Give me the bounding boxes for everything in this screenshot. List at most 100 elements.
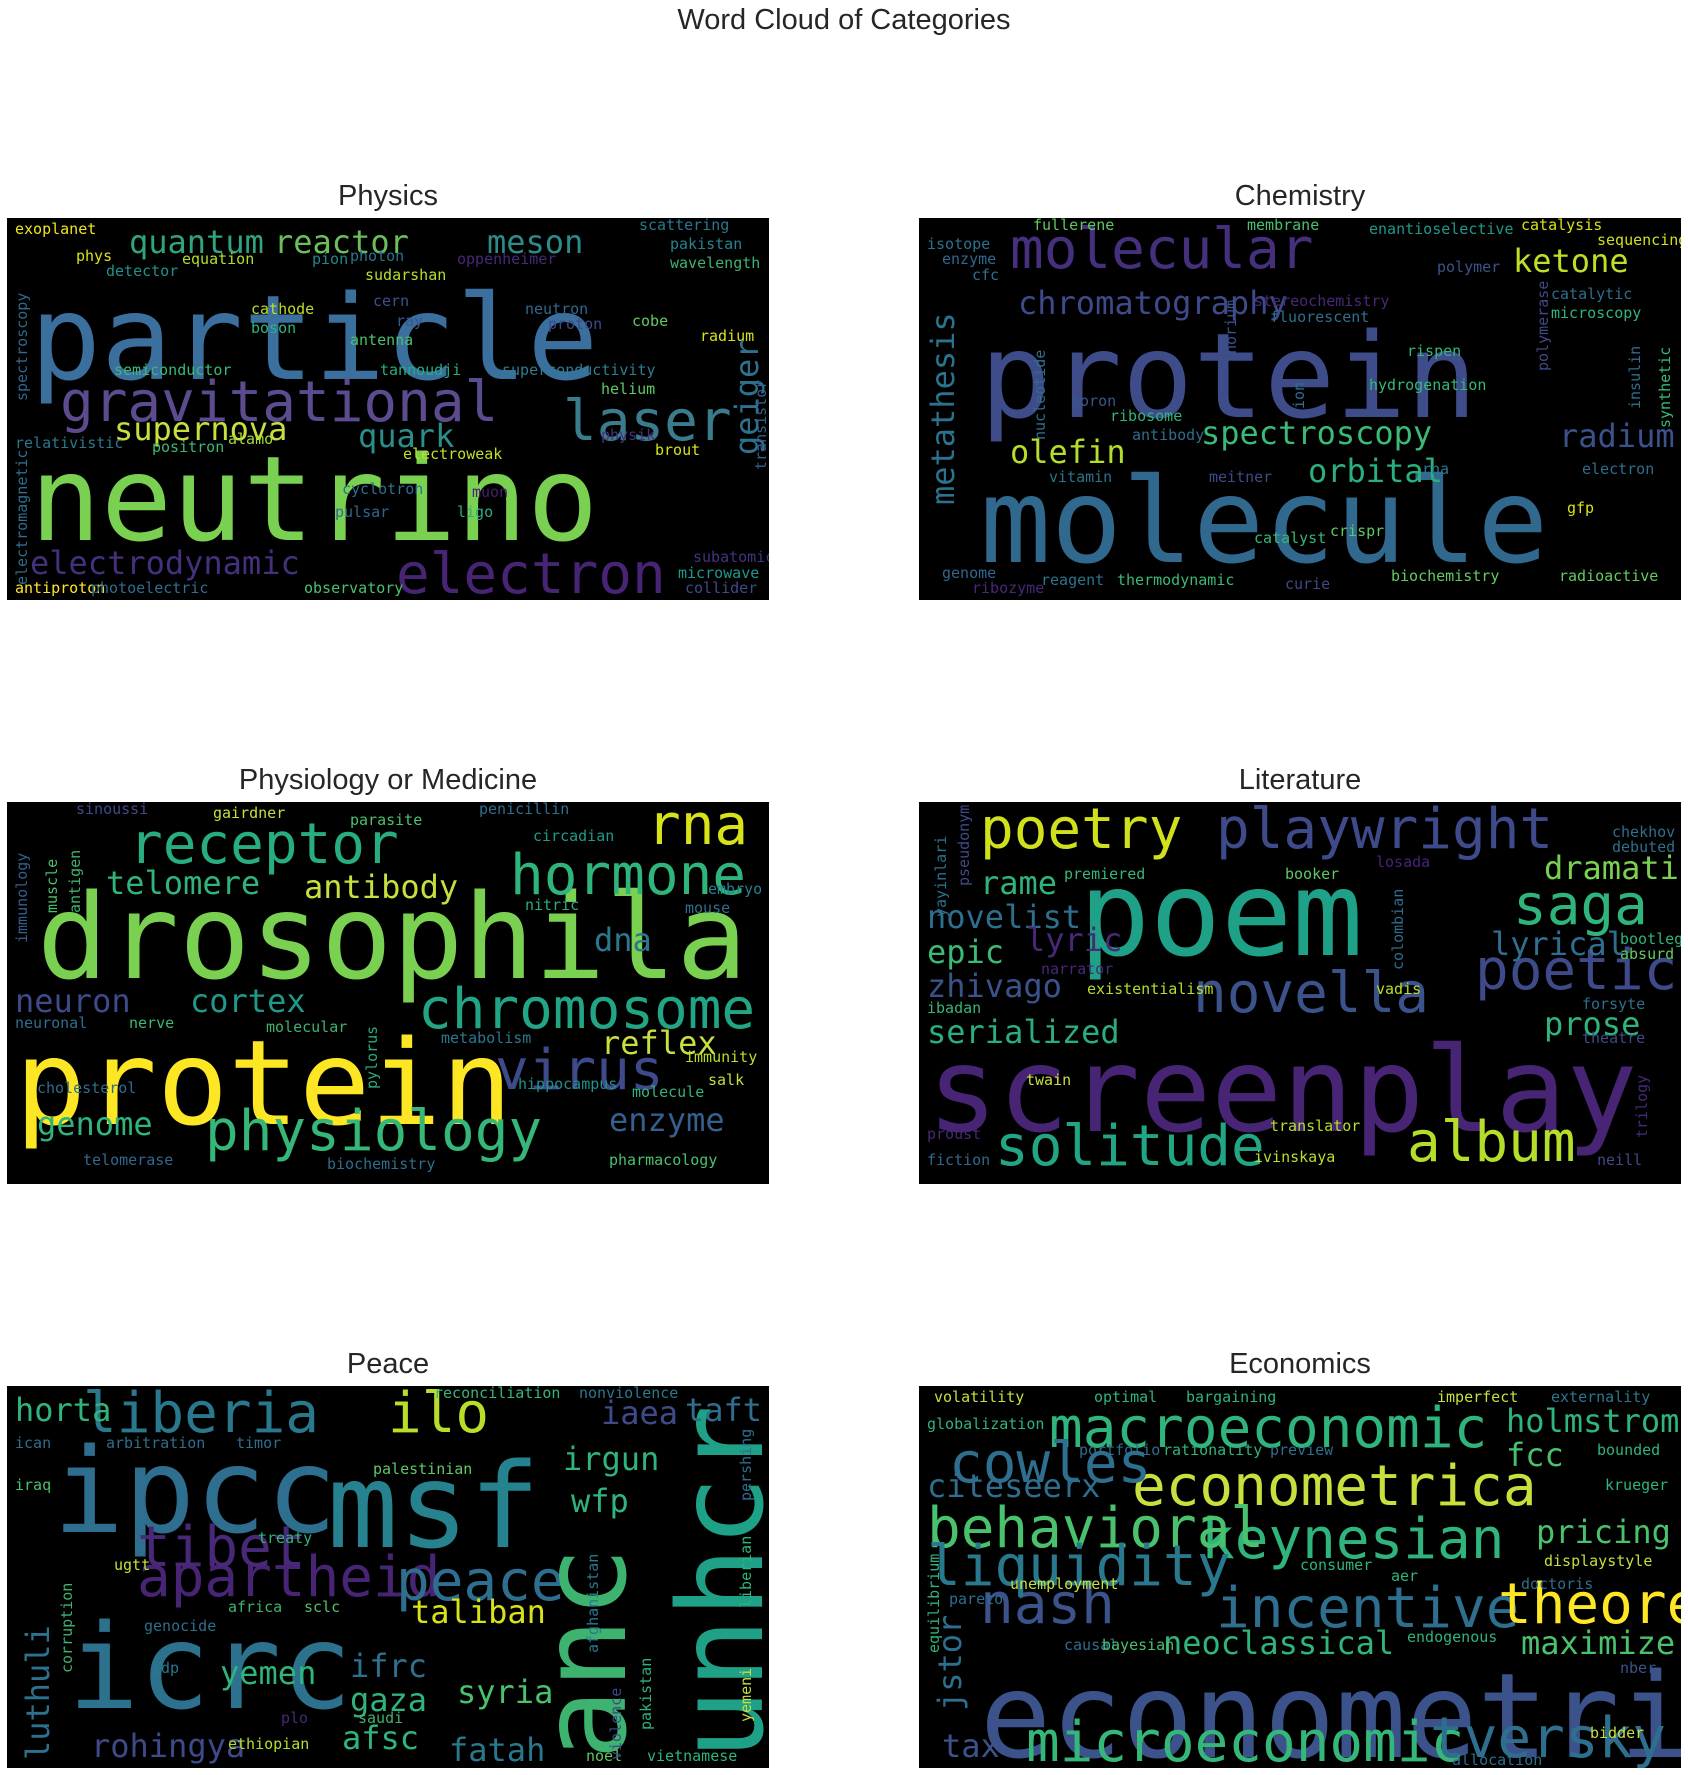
word-nitric: nitric	[525, 896, 580, 914]
word-treaty: treaty	[258, 1529, 313, 1547]
word-sequencing: sequencing	[1597, 231, 1681, 249]
word-enzyme: enzyme	[609, 1101, 725, 1139]
word-doctoris: doctoris	[1521, 1575, 1594, 1593]
word-fluorescent: fluorescent	[1270, 308, 1370, 326]
panel-title-1: Physics	[338, 180, 438, 212]
word-brout: brout	[655, 441, 701, 459]
word-quark: quark	[358, 417, 455, 455]
word-theatre: theatre	[1582, 1029, 1646, 1047]
word-antibody: antibody	[304, 868, 459, 906]
word-neutron: neutron	[525, 300, 589, 318]
word-iraq: iraq	[15, 1476, 52, 1494]
word-chekhov: chekhov	[1612, 823, 1676, 841]
word-pylorus: pylorus	[363, 1025, 381, 1089]
word-imperfect: imperfect	[1437, 1388, 1519, 1406]
word-lyric: lyric	[1026, 921, 1123, 959]
word-molecular: molecular	[266, 1018, 348, 1036]
word-muon: muon	[472, 483, 509, 501]
word-chromatography: chromatography	[1018, 284, 1288, 322]
word-ribosome: ribosome	[1110, 407, 1183, 425]
word-cobe: cobe	[632, 312, 669, 330]
word-hippocampus: hippocampus	[518, 1075, 618, 1093]
word-yemeni: yemeni	[737, 1667, 755, 1722]
word-thorium: thorium	[1222, 299, 1240, 363]
wordcloud-panel-2: protein molecule molecular ketone spectrosco…	[919, 218, 1681, 600]
word-ribozyme: ribozyme	[972, 579, 1045, 597]
word-tax: tax	[942, 1727, 1000, 1765]
word-genome: genome	[37, 1105, 153, 1143]
word-electroweak: electroweak	[403, 445, 503, 463]
word-fcc: fcc	[1506, 1436, 1564, 1474]
word-ifrc: ifrc	[350, 1647, 428, 1685]
word-vadis: vadis	[1376, 980, 1422, 998]
word-electromagnetic: electromagnetic	[13, 449, 31, 585]
word-rohingya: rohingya	[91, 1727, 246, 1765]
word-narrator: narrator	[1041, 960, 1114, 978]
word-rispen: rispen	[1407, 342, 1462, 360]
word-transistor: transistor	[752, 379, 769, 470]
word-theorem: theorem	[1498, 1572, 1681, 1637]
word-liberia: liberia	[83, 1386, 320, 1446]
word-electron: electron	[396, 542, 666, 601]
word-peace: peace	[396, 1549, 565, 1614]
word-catalytic: catalytic	[1551, 285, 1633, 303]
word-absurd: absurd	[1620, 945, 1675, 963]
word-debuted: debuted	[1612, 838, 1676, 856]
word-physiology: physiology	[205, 1099, 543, 1164]
word-album: album	[1407, 1110, 1576, 1175]
word-twain: twain	[1026, 1071, 1072, 1089]
word-econometric: econometric	[980, 1647, 1681, 1768]
word-ipcc: ipcc	[53, 1422, 338, 1560]
word-helium: helium	[601, 380, 656, 398]
word-pion: pion	[312, 250, 349, 268]
word-novella: novella	[1193, 961, 1430, 1026]
word-tibet: tibet	[137, 1515, 306, 1580]
word-yemen: yemen	[220, 1654, 317, 1692]
word-bounded: bounded	[1597, 1441, 1661, 1459]
word-proton: proton	[548, 315, 603, 333]
word-taft: taft	[685, 1391, 763, 1429]
word-electrodynamic: electrodynamic	[30, 544, 300, 582]
word-preview: preview	[1270, 1441, 1334, 1459]
word-exoplanet: exoplanet	[15, 220, 97, 238]
word-pareto: pareto	[949, 1590, 1004, 1608]
word-lyrical: lyrical	[1491, 925, 1626, 963]
word-optimal: optimal	[1094, 1388, 1158, 1406]
word-behavioral: behavioral	[927, 1496, 1265, 1561]
word-liquidity: liquidity	[927, 1534, 1231, 1599]
word-yayinlari: yayinlari	[932, 835, 950, 917]
word-pakistan: pakistan	[670, 235, 743, 253]
word-causal: causal	[1064, 1636, 1119, 1654]
word-vitamin: vitamin	[1049, 468, 1113, 486]
word-catalyst: catalyst	[1254, 529, 1327, 547]
word-antiproton: antiproton	[15, 579, 106, 597]
word-pharmacology: pharmacology	[609, 1151, 718, 1169]
word-neutrino: neutrino	[30, 430, 599, 568]
word-zhivago: zhivago	[927, 967, 1062, 1005]
word-endogenous: endogenous	[1407, 1628, 1498, 1646]
word-consumer: consumer	[1300, 1556, 1373, 1574]
word-poetic: poetic	[1475, 938, 1678, 1003]
word-polymer: polymer	[1437, 258, 1501, 276]
word-ligo: ligo	[457, 503, 494, 521]
word-serialized: serialized	[927, 1013, 1120, 1051]
word-pakistan: pakistan	[637, 1657, 655, 1730]
word-solitude: solitude	[995, 1114, 1265, 1179]
word-proust: proust	[927, 1125, 982, 1143]
word-iaea: iaea	[601, 1394, 679, 1432]
word-genome: genome	[942, 564, 997, 582]
word-positron: positron	[152, 438, 225, 456]
word-keynesian: keynesian	[1201, 1507, 1505, 1572]
word-rna: rna	[647, 802, 749, 858]
word-cholesterol: cholesterol	[37, 1079, 137, 1097]
word-tannoudji: tannoudji	[380, 361, 462, 379]
word-pseudonym: pseudonym	[955, 804, 973, 886]
word-quantum: quantum	[129, 223, 264, 261]
word-metabolism: metabolism	[441, 1029, 532, 1047]
word-insulin: insulin	[1626, 345, 1644, 409]
word-enzyme: enzyme	[942, 250, 997, 268]
word-photon: photon	[350, 247, 405, 265]
panel-title-6: Economics	[1229, 1348, 1371, 1380]
word-meson: meson	[487, 223, 584, 261]
word-crispr: crispr	[1330, 522, 1385, 540]
